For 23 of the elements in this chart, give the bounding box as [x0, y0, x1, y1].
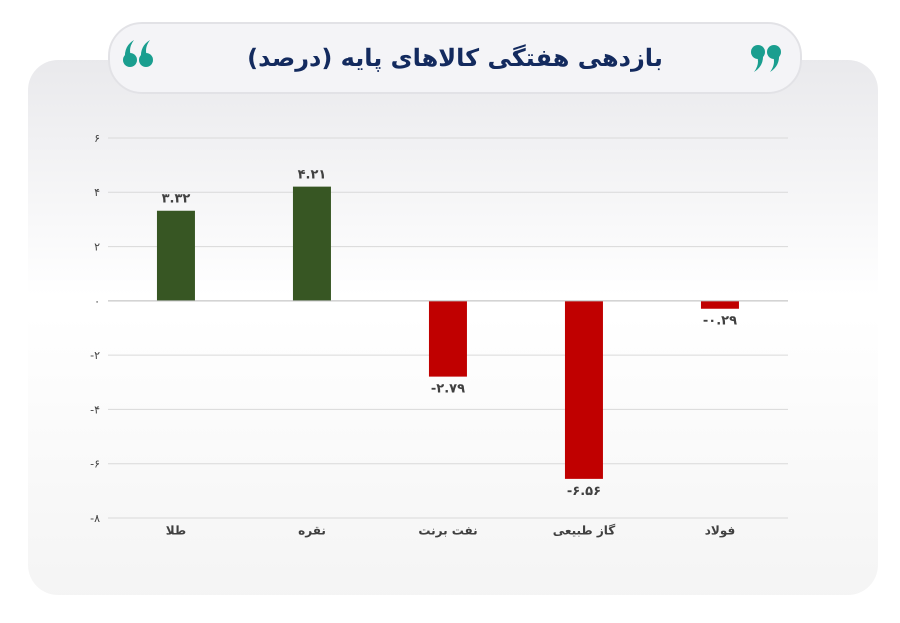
bar [156, 210, 195, 301]
y-tick-label: -۶ [90, 458, 100, 471]
x-tick-label: فولاد [704, 524, 736, 538]
y-tick-label: ۲ [94, 240, 100, 254]
x-tick-label: گاز طبیعی [552, 524, 616, 538]
y-tick-label: -۸ [90, 512, 100, 525]
y-tick-label: -۴ [90, 403, 100, 416]
x-tick-label: نفت برنت [418, 524, 478, 538]
x-tick-label: طلا [166, 524, 186, 538]
y-tick-label: ۴ [94, 186, 100, 200]
y-tick-label: -۲ [90, 349, 100, 362]
y-tick-label: ۶ [94, 132, 100, 145]
data-label: ۳.۳۲ [162, 192, 190, 207]
bar [292, 186, 331, 301]
data-label: -۶.۵۶ [566, 484, 602, 499]
chart-title: بازدهی هفتگی کالاهای پایه (درصد) [247, 44, 663, 72]
bar [564, 300, 603, 479]
data-label: ۴.۲۱ [298, 168, 326, 183]
y-tick-label: ۰ [94, 294, 100, 308]
data-label: -۰.۲۹ [702, 314, 738, 329]
data-label: -۲.۷۹ [430, 382, 466, 397]
x-tick-label: نقره [298, 524, 326, 538]
bar [428, 300, 467, 377]
